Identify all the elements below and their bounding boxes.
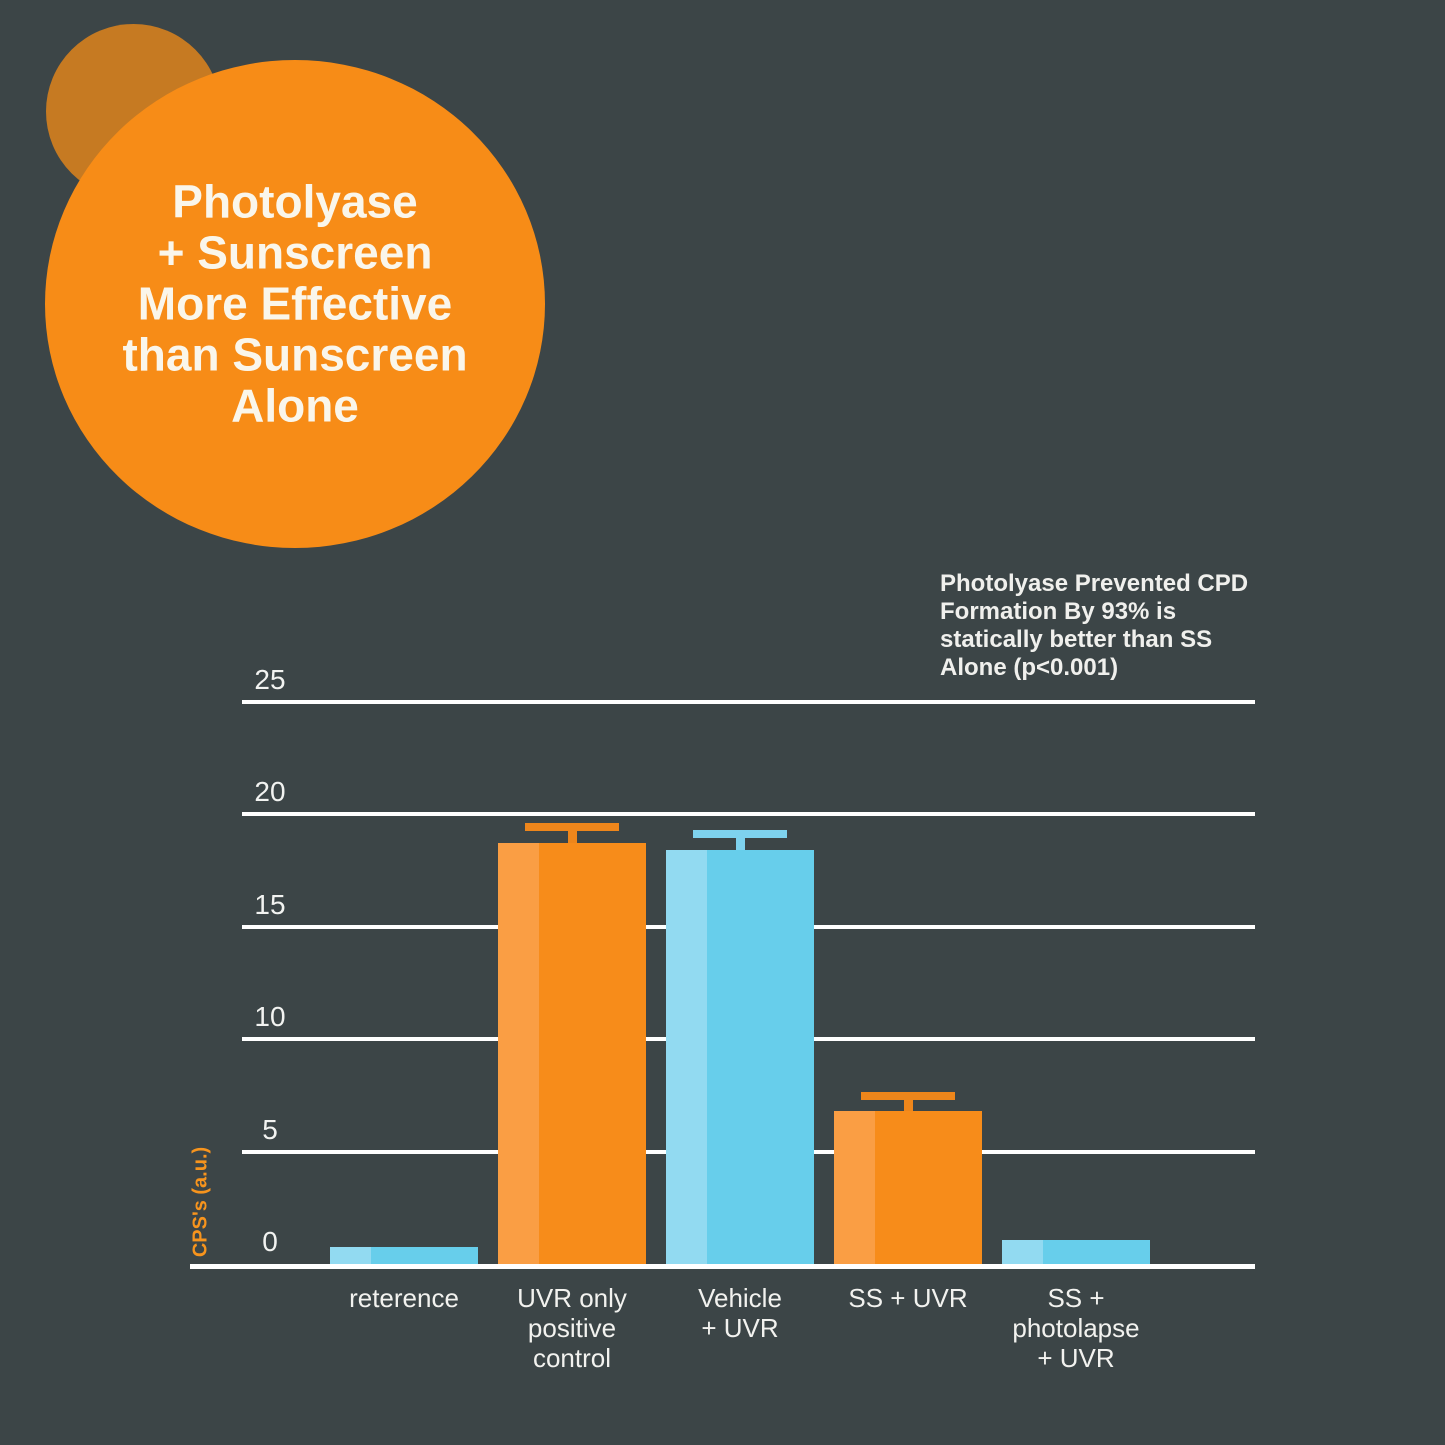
x-tick-label-line: photolapse xyxy=(1012,1313,1140,1343)
x-tick-label-4: SS + UVR xyxy=(778,1283,1038,1313)
x-tick-label-line: reterence xyxy=(349,1283,459,1313)
annotation-line: statically better than SS xyxy=(940,626,1213,653)
gridline-25 xyxy=(242,699,1255,704)
error-bar-cap xyxy=(693,829,787,838)
badge-title: Photolyase + Sunscreen More Effective th… xyxy=(122,175,468,432)
x-tick-label-line: Vehicle xyxy=(698,1283,782,1313)
x-tick-label-line: SS + xyxy=(1047,1283,1105,1313)
error-bar-stem xyxy=(903,1099,913,1111)
bar-highlight-stripe xyxy=(666,850,708,1264)
bar-2 xyxy=(498,843,646,1264)
bar-highlight-stripe xyxy=(498,843,540,1264)
x-tick-label-line: + UVR xyxy=(1037,1343,1115,1373)
bar-highlight-stripe xyxy=(330,1247,372,1264)
bar-1 xyxy=(330,1247,478,1264)
bar-highlight-stripe xyxy=(1002,1240,1044,1264)
x-tick-label-3: Vehicle + UVR xyxy=(610,1283,870,1343)
y-tick-label-10: 10 xyxy=(254,1001,286,1032)
badge-title-line: + Sunscreen xyxy=(157,226,433,279)
x-axis-line xyxy=(190,1264,1255,1269)
badge-title-line: More Effective xyxy=(137,277,453,330)
badge-title-line: than Sunscreen xyxy=(122,328,468,381)
x-tick-label-line: UVR only xyxy=(517,1283,627,1313)
gridline-20 xyxy=(242,812,1255,816)
x-tick-label-line: SS + UVR xyxy=(848,1283,968,1313)
x-tick-label-5: SS + photolapse + UVR xyxy=(946,1283,1206,1373)
error-bar-cap xyxy=(525,823,619,831)
x-tick-label-1: reterence xyxy=(274,1283,534,1313)
bar-highlight-stripe xyxy=(834,1111,876,1264)
x-tick-label-line: + UVR xyxy=(701,1313,779,1343)
badge-title-line: Photolyase xyxy=(172,175,418,228)
bar-5 xyxy=(1002,1240,1150,1264)
bar-4 xyxy=(834,1111,982,1264)
annotation-text: Photolyase Prevented CPD Formation By 93… xyxy=(940,570,1300,682)
y-axis-title: CPS's (a.u.) xyxy=(189,1146,212,1258)
y-tick-label-25: 25 xyxy=(254,663,286,695)
error-bar-stem xyxy=(567,831,577,844)
error-bar-cap xyxy=(861,1091,955,1100)
badge-title-line: Alone xyxy=(231,379,359,432)
y-tick-label-20: 20 xyxy=(254,776,286,807)
annotation-line: Alone (p<0.001) xyxy=(940,654,1119,681)
x-tick-label-2: UVR only positive control xyxy=(442,1283,702,1373)
y-tick-label-5: 5 xyxy=(262,1113,278,1145)
bar-3 xyxy=(666,850,814,1264)
x-tick-label-line: control xyxy=(532,1343,612,1373)
annotation-line: Formation By 93% is xyxy=(940,598,1177,625)
error-bar-stem xyxy=(735,837,745,850)
y-tick-label-0: 0 xyxy=(262,1226,278,1257)
title-badge-circle: Photolyase + Sunscreen More Effective th… xyxy=(45,60,545,548)
y-tick-label-15: 15 xyxy=(254,888,286,920)
annotation-line: Photolyase Prevented CPD xyxy=(940,570,1249,597)
x-tick-label-line: positive xyxy=(527,1313,617,1343)
